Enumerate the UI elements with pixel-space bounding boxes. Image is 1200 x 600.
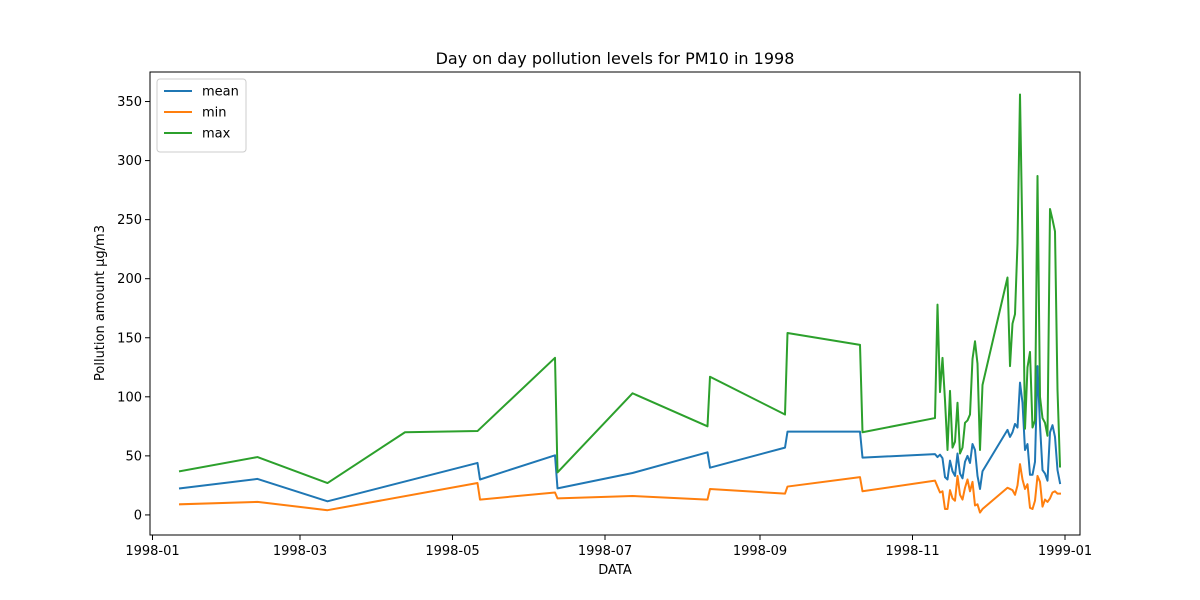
y-tick-label: 100	[117, 390, 142, 405]
legend-label-mean: mean	[202, 85, 239, 100]
series-line-min	[178, 463, 1061, 514]
y-tick-label: 350	[117, 95, 142, 110]
x-tick-label: 1998-01	[125, 544, 179, 559]
x-tick-label: 1998-09	[733, 544, 787, 559]
legend: mean min max	[156, 78, 247, 153]
legend-label-min: min	[202, 106, 227, 121]
x-tick-label: 1998-05	[425, 544, 479, 559]
legend-label-max: max	[202, 127, 231, 142]
y-tick-label: 50	[125, 449, 142, 464]
y-tick-label: 200	[117, 272, 142, 287]
chart-title: Day on day pollution levels for PM10 in …	[436, 49, 795, 68]
x-tick-label: 1999-01	[1038, 544, 1092, 559]
y-tick-label: 250	[117, 213, 142, 228]
y-tick-label: 150	[117, 331, 142, 346]
x-tick-label: 1998-03	[273, 544, 327, 559]
plot-frame	[149, 71, 1081, 536]
x-tick-label: 1998-07	[578, 544, 632, 559]
x-tick-label: 1998-11	[885, 544, 939, 559]
x-axis-label: DATA	[598, 563, 632, 578]
y-axis-label: Pollution amount µg/m3	[93, 225, 108, 381]
series-line-mean	[178, 365, 1062, 503]
series-layer	[178, 93, 1062, 514]
series-line-max	[178, 93, 1062, 485]
y-tick-label: 0	[134, 508, 142, 523]
y-axis: 0 50 100 150 200 250 300 350	[117, 95, 150, 523]
x-axis: 1998-01 1998-03 1998-05 1998-07 1998-09 1998-…	[125, 535, 1092, 559]
y-tick-label: 300	[117, 154, 142, 169]
plot-area	[149, 71, 1081, 536]
